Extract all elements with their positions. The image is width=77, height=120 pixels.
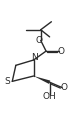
Text: OH: OH	[43, 92, 57, 101]
Text: S: S	[4, 77, 10, 86]
Text: O: O	[35, 36, 42, 45]
Text: N: N	[31, 53, 37, 62]
Text: O: O	[61, 83, 68, 92]
Polygon shape	[34, 76, 50, 84]
Text: O: O	[57, 47, 64, 56]
